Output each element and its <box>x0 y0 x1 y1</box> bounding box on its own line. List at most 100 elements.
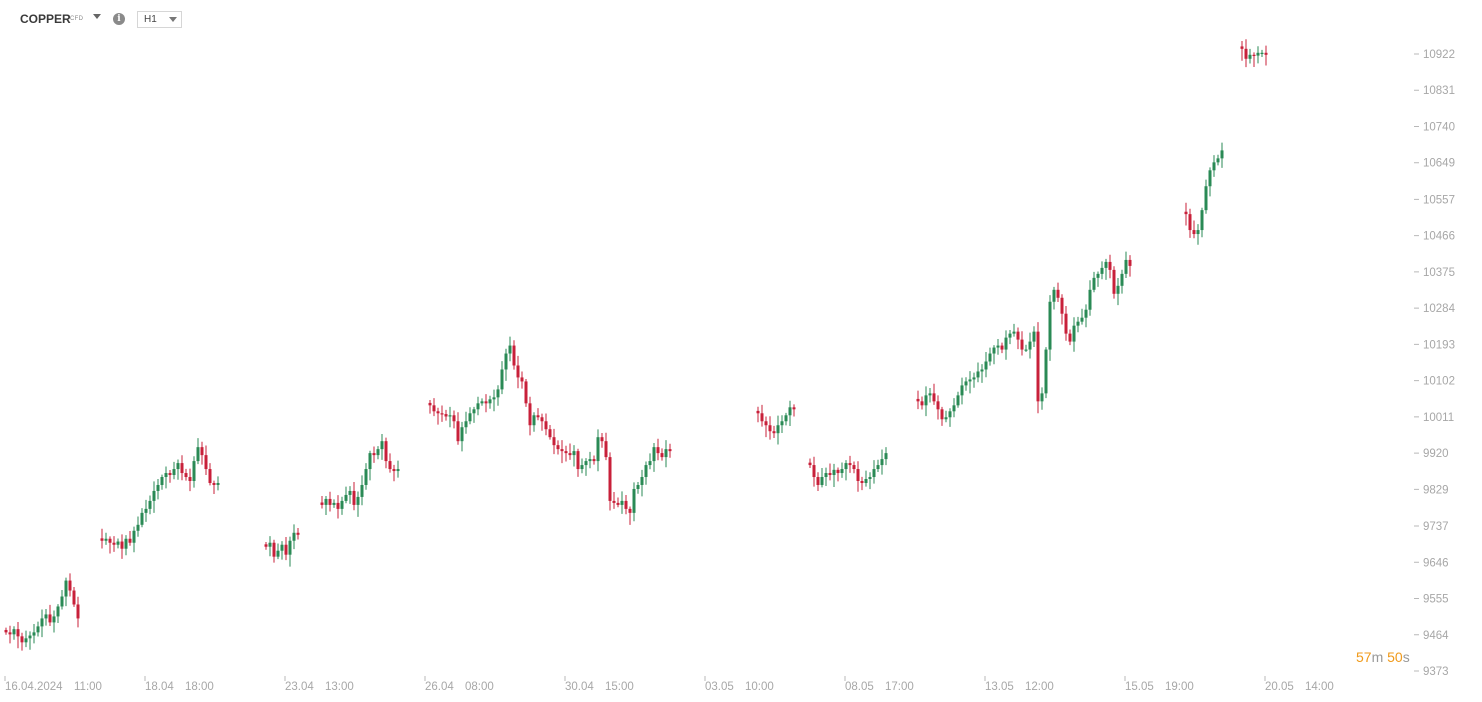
candle-body <box>864 479 868 483</box>
candle-body <box>64 580 68 597</box>
candle <box>428 399 432 414</box>
candle-body <box>120 541 124 549</box>
candle <box>392 464 396 482</box>
candle <box>548 425 552 440</box>
candle <box>656 438 660 461</box>
candle <box>148 495 152 515</box>
candle-body <box>1000 345 1004 350</box>
candle-body <box>1128 259 1132 266</box>
candle <box>504 348 508 381</box>
candle <box>36 621 40 637</box>
candle-body <box>444 414 448 417</box>
candle-body <box>1208 170 1212 187</box>
candle <box>780 415 784 434</box>
candle-body <box>284 544 288 555</box>
candle-body <box>520 377 524 382</box>
x-tick-time: 12:00 <box>1025 681 1054 693</box>
candle <box>1096 271 1100 287</box>
candle-body <box>1060 297 1064 314</box>
candle <box>104 532 108 545</box>
candle-body <box>756 410 760 414</box>
candle <box>164 466 168 489</box>
symbol-name[interactable]: COPPER <box>20 12 71 26</box>
candle <box>352 481 356 511</box>
candle-body <box>36 626 40 633</box>
candle-body <box>524 381 528 404</box>
candle-body <box>840 469 844 474</box>
candle <box>776 415 780 445</box>
candle <box>1080 308 1084 325</box>
candle-body <box>196 447 200 462</box>
candle <box>152 481 156 513</box>
candle <box>284 536 288 561</box>
candle <box>1064 305 1068 341</box>
candle-body <box>996 345 1000 348</box>
candle <box>860 476 864 491</box>
candle-body <box>940 409 944 420</box>
candle-body <box>268 542 272 547</box>
candle <box>484 394 488 413</box>
candle-body <box>216 482 220 485</box>
candle-body <box>1016 331 1020 340</box>
candle <box>200 441 204 465</box>
candle-body <box>368 453 372 470</box>
candle-body <box>820 477 824 485</box>
candle <box>884 447 888 466</box>
candle-body <box>992 347 996 354</box>
candle <box>516 355 520 389</box>
y-tick-label: 10102 <box>1423 376 1455 388</box>
candle <box>524 379 528 407</box>
candle-body <box>364 469 368 485</box>
candle-body <box>528 403 532 426</box>
candle-body <box>880 459 884 466</box>
y-tick-label: 9646 <box>1423 557 1449 569</box>
candle <box>288 536 292 567</box>
candle-body <box>612 500 616 503</box>
timeframe-select[interactable]: H1 <box>137 11 182 28</box>
candle <box>332 499 336 508</box>
candle <box>556 440 560 455</box>
x-tick-date: 30.04 <box>565 681 594 693</box>
candle <box>844 460 848 481</box>
candle <box>192 456 196 488</box>
candle-body <box>560 449 564 452</box>
y-tick-label: 10557 <box>1423 194 1455 206</box>
candle <box>28 631 32 650</box>
candle <box>1048 295 1052 361</box>
candle <box>272 539 276 563</box>
x-tick-time: 18:00 <box>185 681 214 693</box>
candle <box>60 589 64 610</box>
candle <box>160 474 164 490</box>
candle-body <box>592 459 596 462</box>
candle <box>396 460 400 478</box>
candle-body <box>968 379 972 382</box>
candle-body <box>1212 162 1216 171</box>
candle <box>296 528 300 540</box>
candle <box>472 406 476 423</box>
candle <box>944 410 948 423</box>
candle-body <box>160 477 164 485</box>
x-tick-time: 19:00 <box>1165 681 1194 693</box>
candle-body <box>1204 186 1208 211</box>
candle <box>1116 278 1120 306</box>
candle-body <box>4 629 8 633</box>
y-tick-label: 10011 <box>1423 412 1454 424</box>
chevron-down-icon[interactable] <box>93 14 101 19</box>
candle-body <box>1052 289 1056 302</box>
candle <box>380 433 384 460</box>
candle-body <box>772 431 776 434</box>
candle-body <box>392 469 396 472</box>
candle <box>4 627 8 635</box>
candle <box>536 408 540 421</box>
candle-body <box>484 401 488 404</box>
candle <box>768 416 772 440</box>
candle-body <box>148 500 152 509</box>
candle-body <box>572 451 576 456</box>
candle-body <box>620 500 624 505</box>
candle-body <box>1240 46 1244 49</box>
info-icon[interactable]: i <box>113 13 125 25</box>
candle-body <box>656 447 660 454</box>
candle-body <box>624 500 628 509</box>
candle-body <box>1084 309 1088 318</box>
